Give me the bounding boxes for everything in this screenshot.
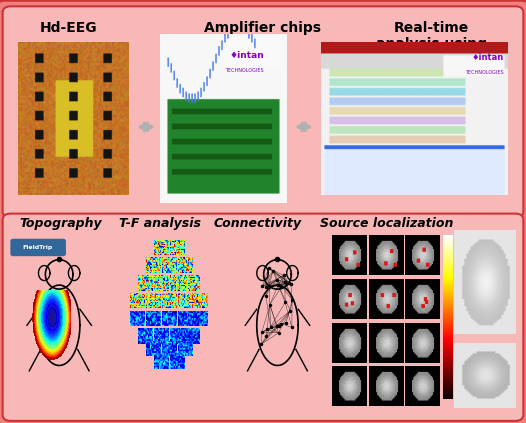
FancyBboxPatch shape xyxy=(11,239,65,255)
Text: TECHNOLOGIES: TECHNOLOGIES xyxy=(465,70,504,75)
Text: Topography: Topography xyxy=(19,217,102,230)
Text: ♦intan: ♦intan xyxy=(229,51,264,60)
Text: Connectivity: Connectivity xyxy=(214,217,302,230)
Text: Hd-EEG: Hd-EEG xyxy=(39,21,97,35)
Text: Real-time
analysis using
MATLAB: Real-time analysis using MATLAB xyxy=(376,21,487,68)
Text: TECHNOLOGIES: TECHNOLOGIES xyxy=(225,68,264,73)
Text: Amplifier chips: Amplifier chips xyxy=(205,21,321,35)
Text: T-F analysis: T-F analysis xyxy=(119,217,201,230)
FancyArrowPatch shape xyxy=(140,123,152,131)
FancyBboxPatch shape xyxy=(3,214,523,421)
Text: ♦intan: ♦intan xyxy=(472,53,504,62)
FancyArrowPatch shape xyxy=(298,123,310,131)
Text: FieldTrip: FieldTrip xyxy=(23,245,53,250)
FancyBboxPatch shape xyxy=(3,6,523,218)
Text: Source localization: Source localization xyxy=(320,217,453,230)
